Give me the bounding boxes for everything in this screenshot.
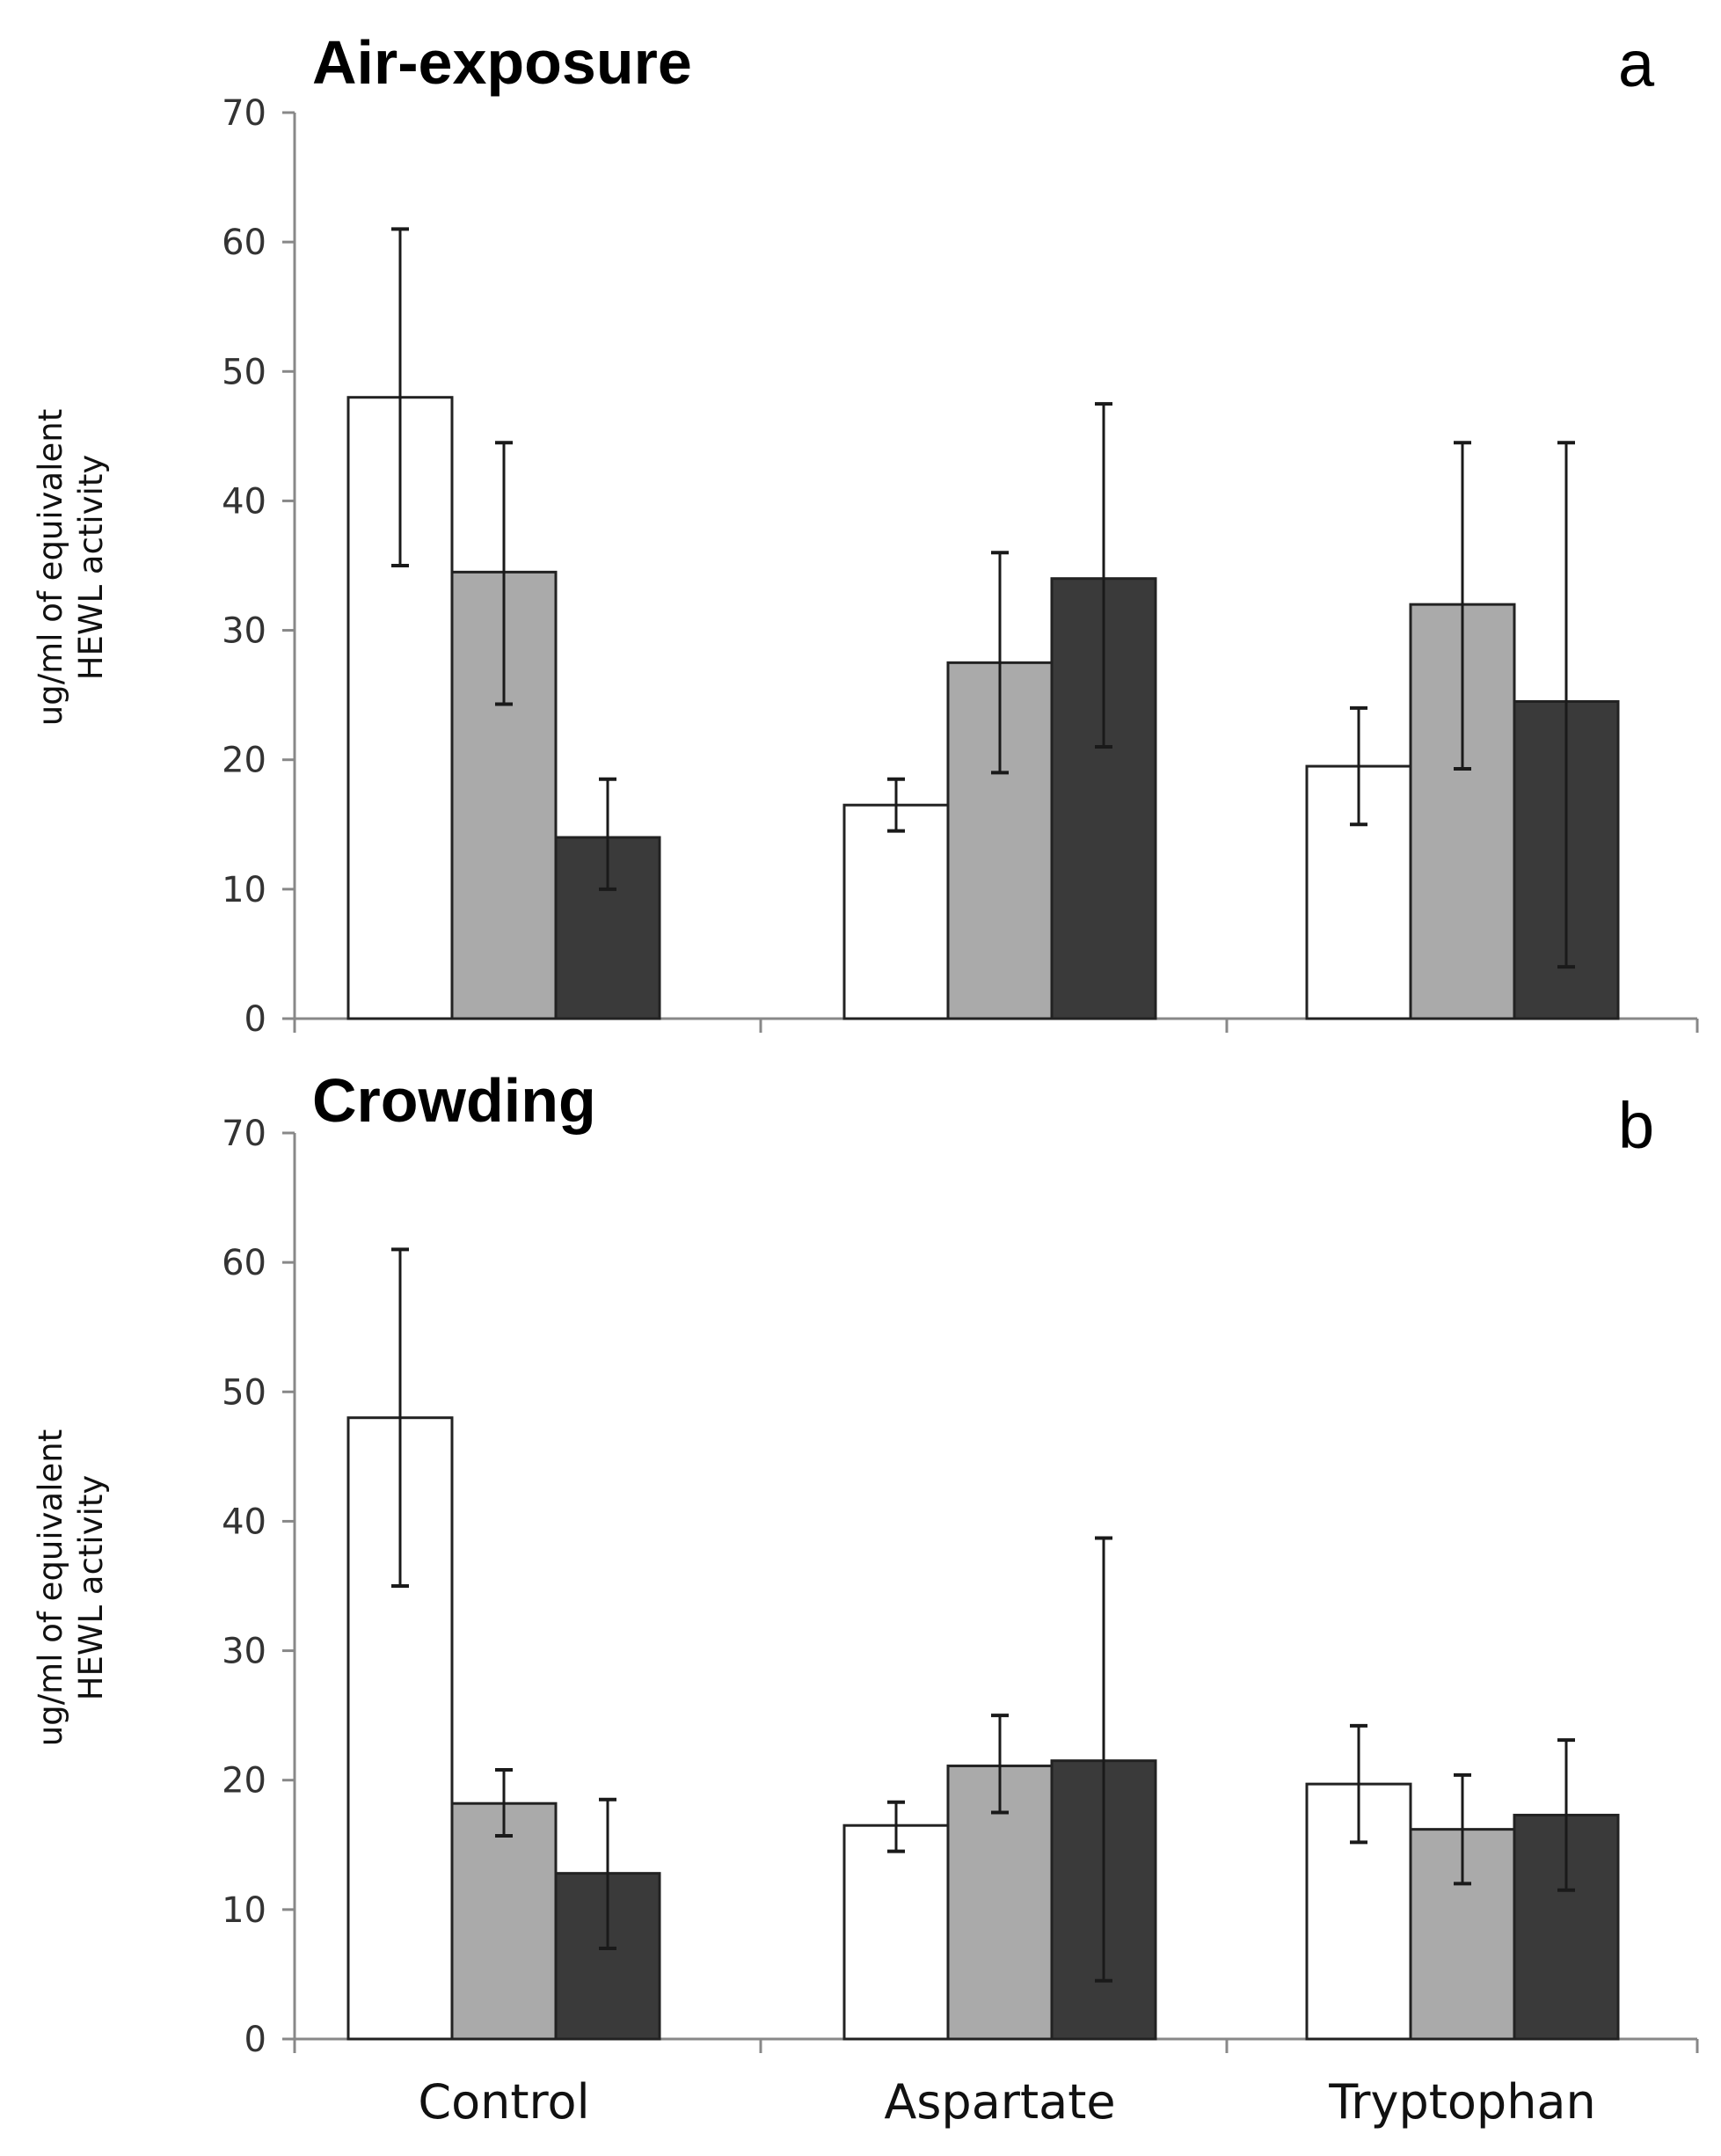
y-tick-label: 40 — [222, 1502, 266, 1542]
panel-title: Air-exposure — [312, 28, 692, 97]
y-axis-label: ug/ml of equivalentHEWL activity — [32, 1429, 110, 1746]
y-tick-label: 10 — [222, 1890, 266, 1931]
y-axis-label-line: HEWL activity — [72, 1475, 110, 1701]
y-tick-label: 10 — [222, 870, 266, 910]
panel-title: Crowding — [312, 1066, 596, 1135]
y-tick-label: 50 — [222, 352, 266, 392]
y-tick-label: 50 — [222, 1372, 266, 1413]
x-category-label-control: Control — [418, 2074, 589, 2130]
y-tick-label: 60 — [222, 1243, 266, 1283]
y-axis-label-line: ug/ml of equivalent — [32, 409, 69, 726]
bar-tryptophan-series_1 — [1305, 1782, 1412, 2041]
y-axis-label: ug/ml of equivalentHEWL activity — [32, 409, 110, 726]
y-tick-label: 0 — [244, 2020, 266, 2060]
bar-aspartate-series_1 — [842, 1823, 950, 2041]
x-category-label-tryptophan: Tryptophan — [1328, 2074, 1596, 2130]
y-tick-label: 30 — [222, 1632, 266, 1672]
y-tick-label: 70 — [222, 1114, 266, 1154]
y-tick-label: 20 — [222, 1761, 266, 1802]
y-tick-label: 20 — [222, 741, 266, 781]
panel-letter: b — [1618, 1089, 1654, 1162]
panel-b-crowding: Crowding b ug/ml of equivalentHEWL activit… — [32, 1066, 1699, 2130]
y-axis-label-line: HEWL activity — [72, 455, 110, 681]
bar-control-series_2 — [450, 1802, 558, 2041]
y-tick-label: 0 — [244, 999, 266, 1040]
x-category-label-aspartate: Aspartate — [884, 2074, 1115, 2130]
y-tick-label: 30 — [222, 611, 266, 652]
y-tick-label: 70 — [222, 93, 266, 134]
bar-aspartate-series_1 — [842, 803, 950, 1020]
y-axis-label-line: ug/ml of equivalent — [32, 1429, 69, 1746]
y-tick-label: 60 — [222, 223, 266, 263]
panel-a-air-exposure: Air-exposure a ug/ml of equivalentHEWL act… — [32, 27, 1699, 1040]
panel-letter: a — [1618, 27, 1655, 100]
y-tick-label: 40 — [222, 481, 266, 522]
